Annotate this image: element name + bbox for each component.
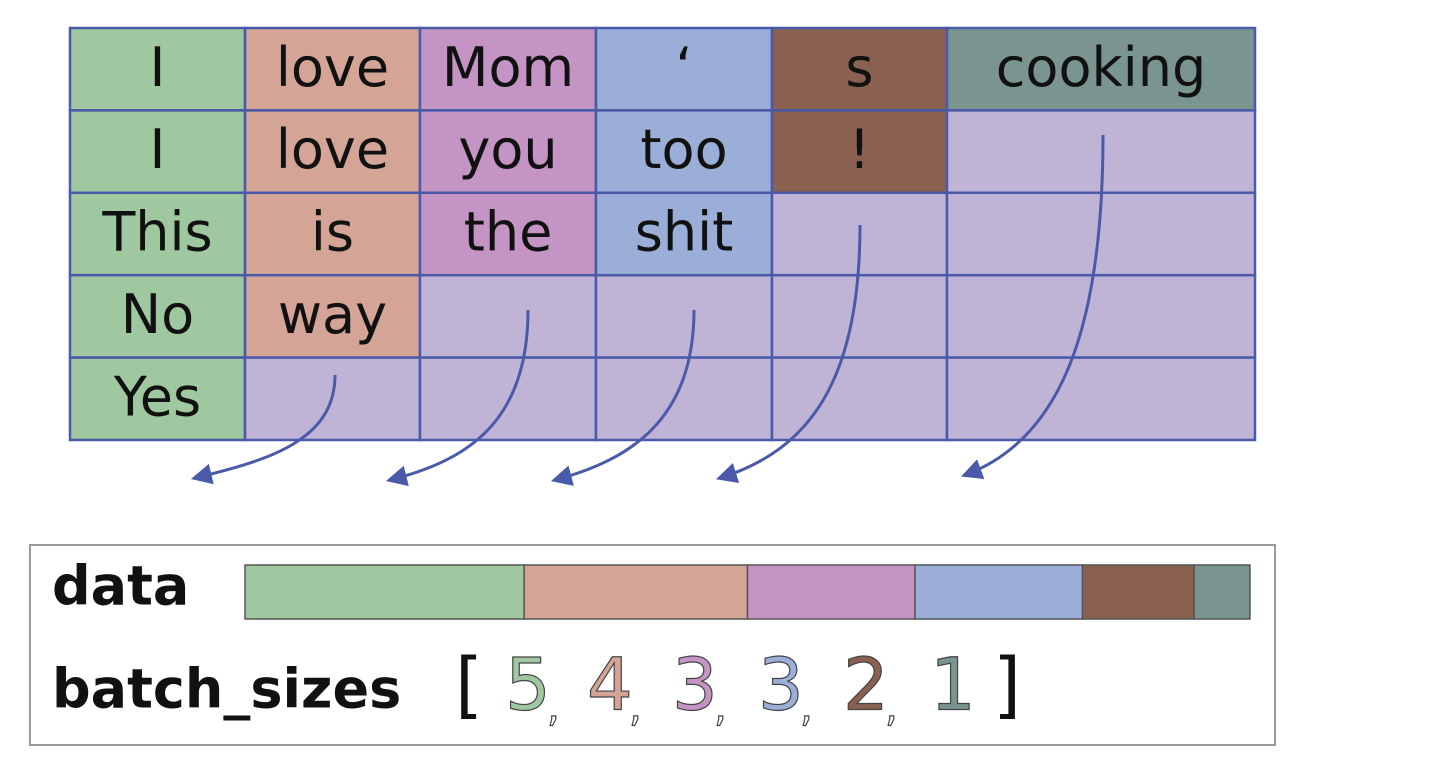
token-cell [243, 26, 422, 112]
batch-size: 1 [930, 643, 976, 727]
padding-cell [418, 273, 598, 359]
batch-sizes-label: batch_sizes [52, 658, 401, 721]
token: ! [849, 118, 871, 181]
arrow [190, 374, 337, 485]
padding-cell [418, 356, 598, 442]
arrow [550, 309, 696, 486]
token-cell [243, 109, 422, 195]
data-segment [1081, 564, 1195, 620]
separator: , [800, 685, 813, 731]
token-cell [945, 26, 1257, 112]
batch-size: 3 [672, 643, 718, 727]
token: shit [635, 201, 734, 264]
data-segment [244, 564, 525, 620]
token: is [311, 201, 354, 264]
arrows [190, 134, 1105, 487]
batch-size: 5 [505, 643, 551, 727]
token: ‘ [675, 36, 692, 99]
open-bracket: [ [455, 643, 483, 727]
legend: 5, 4, 3, 3, 2, 1 [244, 564, 1251, 732]
token: I [150, 118, 166, 181]
arrow [715, 224, 862, 484]
token: love [276, 36, 389, 99]
batch-size: 4 [587, 643, 633, 727]
padding-cell [770, 273, 949, 359]
data-segment [1193, 564, 1251, 620]
data-segment [523, 564, 749, 620]
token: Yes [113, 365, 201, 428]
token: cooking [996, 36, 1207, 99]
arrow [961, 134, 1105, 480]
batch-size: 3 [758, 643, 804, 727]
token: s [845, 36, 873, 99]
separator: , [714, 685, 727, 731]
token: too [640, 118, 727, 181]
token-cell [68, 356, 247, 442]
padding-cell [243, 356, 422, 442]
token: I [150, 36, 166, 99]
token-cell [243, 273, 422, 359]
data-segment [746, 564, 916, 620]
token: the [464, 201, 553, 264]
separator: , [547, 685, 560, 731]
token: This [101, 201, 212, 264]
token: way [278, 283, 387, 346]
token-cell [594, 191, 774, 277]
token: you [458, 118, 557, 181]
token-cell [243, 191, 422, 277]
data-label: data [52, 555, 189, 618]
arrow [385, 309, 530, 487]
token-cell [594, 109, 774, 195]
token-cell [68, 26, 247, 112]
padding-cell [945, 273, 1257, 359]
token: No [121, 283, 194, 346]
separator: , [885, 685, 898, 731]
token: love [276, 118, 389, 181]
padding-cell [594, 356, 774, 442]
batch-size: 2 [843, 643, 889, 727]
data-segment [914, 564, 1084, 620]
padding-cell [945, 356, 1257, 442]
padding-cell [770, 356, 949, 442]
token: Mom [442, 36, 574, 99]
padding-cell [594, 273, 774, 359]
separator: , [629, 685, 642, 731]
close-bracket: ] [993, 643, 1021, 727]
token-cell [68, 273, 247, 359]
